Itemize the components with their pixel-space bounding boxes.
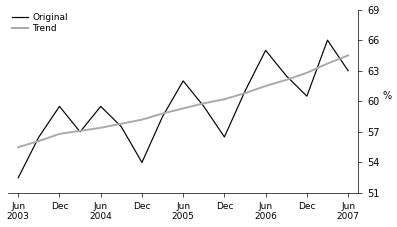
Trend bbox=[181, 107, 185, 110]
Trend bbox=[57, 133, 62, 135]
Trend bbox=[346, 54, 351, 57]
Trend bbox=[140, 118, 145, 121]
Original bbox=[181, 79, 185, 82]
Trend bbox=[37, 140, 41, 142]
Original bbox=[243, 90, 247, 92]
Original bbox=[57, 105, 62, 108]
Original bbox=[346, 69, 351, 72]
Trend bbox=[263, 85, 268, 87]
Trend bbox=[98, 126, 103, 129]
Original bbox=[98, 105, 103, 108]
Trend bbox=[119, 122, 124, 125]
Trend bbox=[16, 146, 21, 148]
Original bbox=[222, 136, 227, 138]
Original bbox=[263, 49, 268, 52]
Original bbox=[160, 115, 165, 118]
Original bbox=[140, 161, 145, 164]
Trend bbox=[325, 62, 330, 65]
Trend bbox=[160, 112, 165, 115]
Original bbox=[78, 131, 83, 133]
Original bbox=[304, 95, 309, 98]
Trend bbox=[243, 92, 247, 94]
Y-axis label: %: % bbox=[382, 91, 391, 101]
Original bbox=[119, 125, 124, 128]
Trend bbox=[304, 71, 309, 74]
Original bbox=[325, 39, 330, 42]
Original bbox=[16, 176, 21, 179]
Legend: Original, Trend: Original, Trend bbox=[10, 11, 70, 35]
Line: Trend: Trend bbox=[18, 55, 348, 147]
Trend bbox=[78, 129, 83, 132]
Trend bbox=[201, 102, 206, 105]
Trend bbox=[222, 98, 227, 101]
Trend bbox=[284, 79, 289, 81]
Original bbox=[284, 74, 289, 77]
Line: Original: Original bbox=[18, 40, 348, 178]
Original bbox=[201, 105, 206, 108]
Original bbox=[37, 136, 41, 138]
